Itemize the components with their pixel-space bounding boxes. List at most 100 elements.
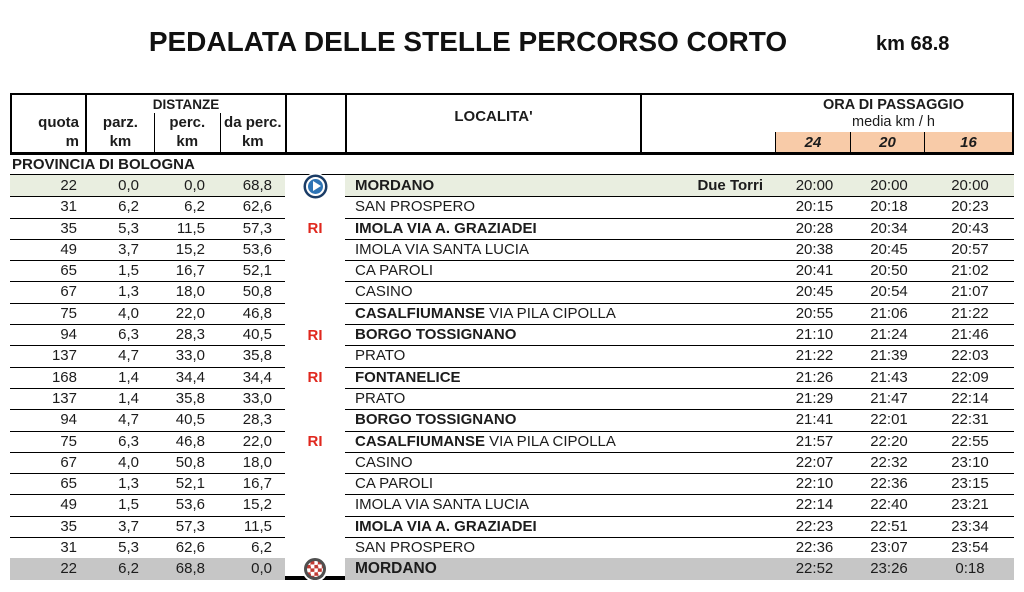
header-media-label: media km / h (852, 114, 935, 130)
quota-cell: 67 (10, 452, 85, 475)
header-distanze-columns: parz. km perc. km da perc. km (87, 113, 285, 152)
marker-cell (285, 239, 345, 261)
quota-cell: 94 (10, 324, 85, 347)
parz-km-cell: 3,7 (85, 239, 152, 262)
localita-cell: PRATO (345, 345, 640, 368)
localita-note-cell (640, 431, 777, 453)
perc-km-cell: 62,6 (152, 537, 218, 560)
localita-note-cell (640, 516, 777, 539)
parz-km-cell: 1,4 (85, 367, 152, 389)
time-24-cell: 21:57 (777, 431, 852, 453)
table-row: 75 6,3 46,8 22,0 RI CASALFIUMANSE VIA PI… (10, 431, 1014, 453)
perc-km-cell: 52,1 (152, 473, 218, 496)
localita-cell: PRATO (345, 388, 640, 411)
table-row: 31 5,3 62,6 6,2 SAN PROSPERO 22:36 23:07… (10, 537, 1014, 560)
time-16-cell: 23:15 (926, 473, 1014, 496)
table-row: 35 5,3 11,5 57,3 RI IMOLA VIA A. GRAZIAD… (10, 218, 1014, 240)
header-perc-unit: km (176, 133, 199, 150)
da-perc-km-cell: 34,4 (218, 367, 285, 389)
header-parz-unit: km (109, 133, 132, 150)
time-20-cell: 21:39 (852, 345, 926, 368)
localita-cell: CA PAROLI (345, 260, 640, 283)
marker-cell (285, 175, 345, 197)
refreshment-marker: RI (307, 220, 323, 238)
localita-note-cell (640, 452, 777, 475)
header-quota-label: quota (38, 114, 79, 131)
time-20-cell: 20:00 (852, 175, 926, 198)
localita-cell: MORDANO (345, 175, 640, 198)
parz-km-cell: 1,4 (85, 388, 152, 411)
parz-km-cell: 6,3 (85, 324, 152, 347)
time-16-cell: 20:23 (926, 196, 1014, 219)
table-row: 22 0,0 0,0 68,8 MORDANO Due Torri 20:00 … (10, 175, 1014, 198)
localita-cell: CASALFIUMANSE VIA PILA CIPOLLA (345, 431, 640, 453)
time-20-cell: 23:07 (852, 537, 926, 560)
localita-note-cell (640, 494, 777, 517)
time-24-cell: 22:36 (777, 537, 852, 560)
table-body: 22 0,0 0,0 68,8 MORDANO Due Torri 20:00 … (10, 175, 1014, 581)
localita-cell: BORGO TOSSIGNANO (345, 324, 640, 347)
perc-km-cell: 11,5 (152, 218, 218, 240)
time-24-cell: 22:23 (777, 516, 852, 539)
parz-km-cell: 1,5 (85, 494, 152, 517)
perc-km-cell: 57,3 (152, 516, 218, 539)
localita-cell: IMOLA VIA A. GRAZIADEI (345, 218, 640, 240)
time-16-cell: 22:14 (926, 388, 1014, 411)
localita-cell: FONTANELICE (345, 367, 640, 389)
time-16-cell: 23:10 (926, 452, 1014, 475)
table-row: 94 4,7 40,5 28,3 BORGO TOSSIGNANO 21:41 … (10, 409, 1014, 432)
quota-cell: 168 (10, 367, 85, 389)
da-perc-km-cell: 33,0 (218, 388, 285, 411)
province-label: PROVINCIA DI BOLOGNA (10, 155, 1014, 175)
localita-note-cell (640, 558, 777, 581)
da-perc-km-cell: 6,2 (218, 537, 285, 560)
localita-note-cell (640, 260, 777, 283)
header-speed-16: 16 (924, 132, 1012, 152)
perc-km-cell: 40,5 (152, 409, 218, 432)
perc-km-cell: 6,2 (152, 196, 218, 219)
time-16-cell: 22:31 (926, 409, 1014, 432)
quota-cell: 22 (10, 175, 85, 198)
time-16-cell: 20:57 (926, 239, 1014, 262)
table-row: 75 4,0 22,0 46,8 CASALFIUMANSE VIA PILA … (10, 303, 1014, 326)
header-localita-label: LOCALITA' (347, 95, 642, 152)
time-20-cell: 20:34 (852, 218, 926, 240)
perc-km-cell: 28,3 (152, 324, 218, 347)
da-perc-km-cell: 28,3 (218, 409, 285, 432)
da-perc-km-cell: 15,2 (218, 494, 285, 517)
marker-cell: RI (285, 218, 345, 240)
perc-km-cell: 33,0 (152, 345, 218, 368)
marker-cell (285, 494, 345, 516)
header-ora-label: ORA DI PASSAGGIO (823, 97, 964, 113)
header-marker-column (287, 95, 347, 152)
perc-km-cell: 0,0 (152, 175, 218, 198)
time-20-cell: 22:01 (852, 409, 926, 432)
table-row: 137 4,7 33,0 35,8 PRATO 21:22 21:39 22:0… (10, 345, 1014, 368)
quota-cell: 137 (10, 345, 85, 368)
localita-note-cell (640, 345, 777, 368)
time-16-cell: 21:22 (926, 303, 1014, 326)
localita-note-cell (640, 367, 777, 389)
marker-cell: RI (285, 431, 345, 453)
perc-km-cell: 35,8 (152, 388, 218, 411)
parz-km-cell: 1,3 (85, 281, 152, 304)
time-16-cell: 21:07 (926, 281, 1014, 304)
time-16-cell: 22:03 (926, 345, 1014, 368)
marker-cell (285, 558, 345, 581)
da-perc-km-cell: 11,5 (218, 516, 285, 539)
localita-cell: CA PAROLI (345, 473, 640, 496)
perc-km-cell: 53,6 (152, 494, 218, 517)
parz-km-cell: 4,7 (85, 345, 152, 368)
time-20-cell: 22:40 (852, 494, 926, 517)
time-16-cell: 23:34 (926, 516, 1014, 539)
da-perc-km-cell: 40,5 (218, 324, 285, 347)
localita-cell: MORDANO (345, 558, 640, 581)
da-perc-km-cell: 50,8 (218, 281, 285, 304)
parz-km-cell: 5,3 (85, 537, 152, 560)
parz-km-cell: 1,5 (85, 260, 152, 283)
table-header: quota m DISTANZE parz. km perc. km da pe… (10, 93, 1014, 155)
parz-km-cell: 3,7 (85, 516, 152, 539)
marker-cell (285, 345, 345, 367)
marker-cell (285, 473, 345, 495)
